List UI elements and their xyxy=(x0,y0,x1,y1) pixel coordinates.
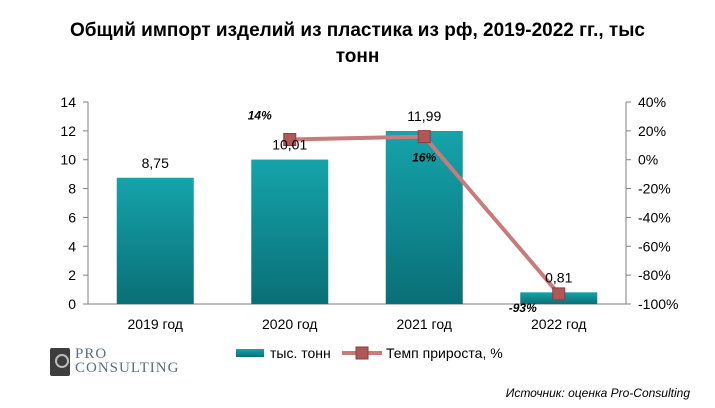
bar-2 xyxy=(251,159,329,304)
pro-consulting-logo: PRO CONSULTING xyxy=(50,344,200,384)
x-tick-label: 2019 год xyxy=(128,316,183,332)
y-tick-label: 2 xyxy=(68,267,76,283)
x-tick-label: 2020 год xyxy=(262,316,317,332)
bar-value-label: 11,99 xyxy=(407,108,441,124)
y-tick-label: 10 xyxy=(60,152,76,168)
growth-rate-marker xyxy=(417,130,431,144)
logo-line-2: CONSULTING xyxy=(75,360,180,376)
bar-value-label: 8,75 xyxy=(142,155,169,171)
legend-bar-label: тыс. тонн xyxy=(270,345,331,361)
y2-tick-label: -40% xyxy=(638,209,671,225)
legend-bar-swatch xyxy=(236,349,264,357)
y-tick-label: 14 xyxy=(60,94,76,110)
y-tick-label: 4 xyxy=(68,238,76,254)
growth-rate-marker xyxy=(552,287,566,301)
source-note: Источник: оценка Pro-Consulting xyxy=(505,386,690,400)
y2-tick-label: -60% xyxy=(638,238,671,254)
bar-value-label: 10,01 xyxy=(272,137,307,153)
y2-tick-label: -80% xyxy=(638,267,671,283)
y2-tick-label: -20% xyxy=(638,181,671,197)
chart-title: Общий импорт изделий из пластика из рф, … xyxy=(0,18,715,70)
growth-rate-label: 14% xyxy=(248,109,272,123)
y2-tick-label: 20% xyxy=(638,123,666,139)
legend-line-label: Темп прироста, % xyxy=(386,345,503,361)
logo-line-1: PRO xyxy=(75,346,108,362)
chart-title-line-2: тонн xyxy=(335,46,380,67)
growth-rate-label: -93% xyxy=(509,301,537,315)
bar-1 xyxy=(116,177,194,304)
bar-value-label: 0,81 xyxy=(545,269,572,285)
y2-tick-label: -100% xyxy=(638,296,678,312)
x-tick-label: 2021 год xyxy=(397,316,452,332)
y2-tick-label: 40% xyxy=(638,94,666,110)
x-tick-label: 2022 год xyxy=(531,316,586,332)
logo-mark-icon xyxy=(50,348,70,376)
y-tick-label: 8 xyxy=(68,181,76,197)
y-tick-label: 0 xyxy=(68,296,76,312)
chart-title-line-1: Общий импорт изделий из пластика из рф, … xyxy=(69,20,646,41)
y-tick-label: 6 xyxy=(68,209,76,225)
bar-3 xyxy=(385,131,463,304)
y2-tick-label: 0% xyxy=(638,152,658,168)
growth-rate-marker xyxy=(283,133,297,147)
growth-rate-label: 16% xyxy=(412,151,436,165)
y-tick-label: 12 xyxy=(60,123,76,139)
legend-line-marker xyxy=(355,346,369,360)
